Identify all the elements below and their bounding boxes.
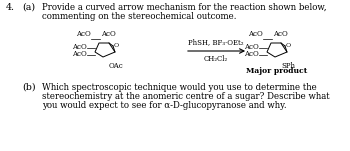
Text: Provide a curved arrow mechanism for the reaction shown below,: Provide a curved arrow mechanism for the… — [42, 3, 327, 12]
Text: AcO: AcO — [76, 30, 91, 38]
Text: AcO: AcO — [72, 50, 87, 58]
Text: AcO: AcO — [72, 43, 87, 51]
Text: Major product: Major product — [246, 67, 308, 75]
Text: PhSH, BF₃·OEt₂: PhSH, BF₃·OEt₂ — [188, 38, 244, 46]
Text: (b): (b) — [22, 83, 36, 92]
Text: O: O — [286, 43, 290, 48]
Text: AcO: AcO — [244, 43, 259, 51]
Text: AcO: AcO — [101, 30, 116, 38]
Text: 4.: 4. — [6, 3, 15, 12]
Text: you would expect to see for α-D-glucopyranose and why.: you would expect to see for α-D-glucopyr… — [42, 101, 287, 110]
Text: Which spectroscopic technique would you use to determine the: Which spectroscopic technique would you … — [42, 83, 317, 92]
Text: O: O — [113, 43, 119, 48]
Text: AcO: AcO — [248, 30, 263, 38]
Text: AcO: AcO — [244, 50, 259, 58]
Text: CH₂Cl₂: CH₂Cl₂ — [204, 55, 228, 63]
Text: SPh: SPh — [281, 62, 295, 70]
Text: OAc: OAc — [109, 62, 124, 70]
Text: (a): (a) — [22, 3, 35, 12]
Text: AcO: AcO — [273, 30, 288, 38]
Text: stereochemistry at the anomeric centre of a sugar? Describe what: stereochemistry at the anomeric centre o… — [42, 92, 330, 101]
Text: commenting on the stereochemical outcome.: commenting on the stereochemical outcome… — [42, 12, 237, 21]
